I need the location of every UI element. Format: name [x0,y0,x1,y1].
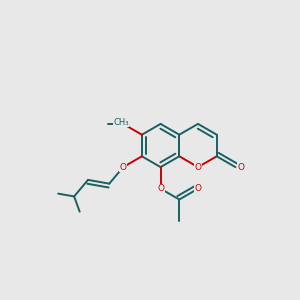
Text: O: O [237,163,244,172]
Text: CH₃: CH₃ [113,118,129,127]
Text: O: O [120,163,127,172]
Text: O: O [194,163,202,172]
Text: O: O [120,119,127,128]
Text: O: O [157,184,164,193]
Text: O: O [194,184,202,193]
